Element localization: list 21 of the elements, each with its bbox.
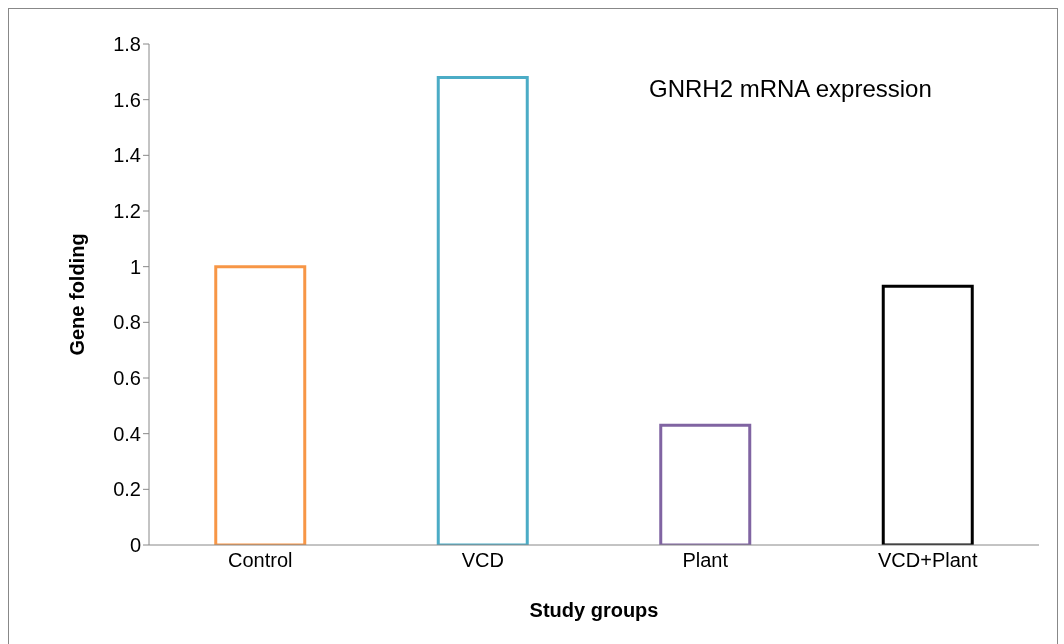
y-tick-label: 1.6 [113,88,141,111]
text: GNRH2 mRNA expression [649,75,932,103]
y-tick-label: 0.8 [113,311,141,334]
y-axis-title: Gene folding [66,233,89,356]
bar [214,265,307,545]
x-tick-label: Plant [682,549,729,572]
y-tick-label: 0.4 [113,422,141,445]
x-tick-label: VCD+Plant [878,549,978,572]
y-tick-label: 1 [129,255,141,278]
x-axis-title: Study groups [529,599,659,621]
y-tick-label: 0.6 [113,367,141,390]
y-tick-label: 1.2 [113,200,141,223]
y-tick-label: 0 [129,534,141,557]
y-tick-label: 0.2 [113,478,141,501]
x-tick-label: VCD [461,549,504,572]
bar [436,75,529,545]
bar [659,423,752,545]
x-tick-label: Control [228,549,293,572]
y-tick-label: 1.8 [113,33,141,56]
bar [881,284,974,545]
y-tick-label: 1.4 [113,144,141,167]
